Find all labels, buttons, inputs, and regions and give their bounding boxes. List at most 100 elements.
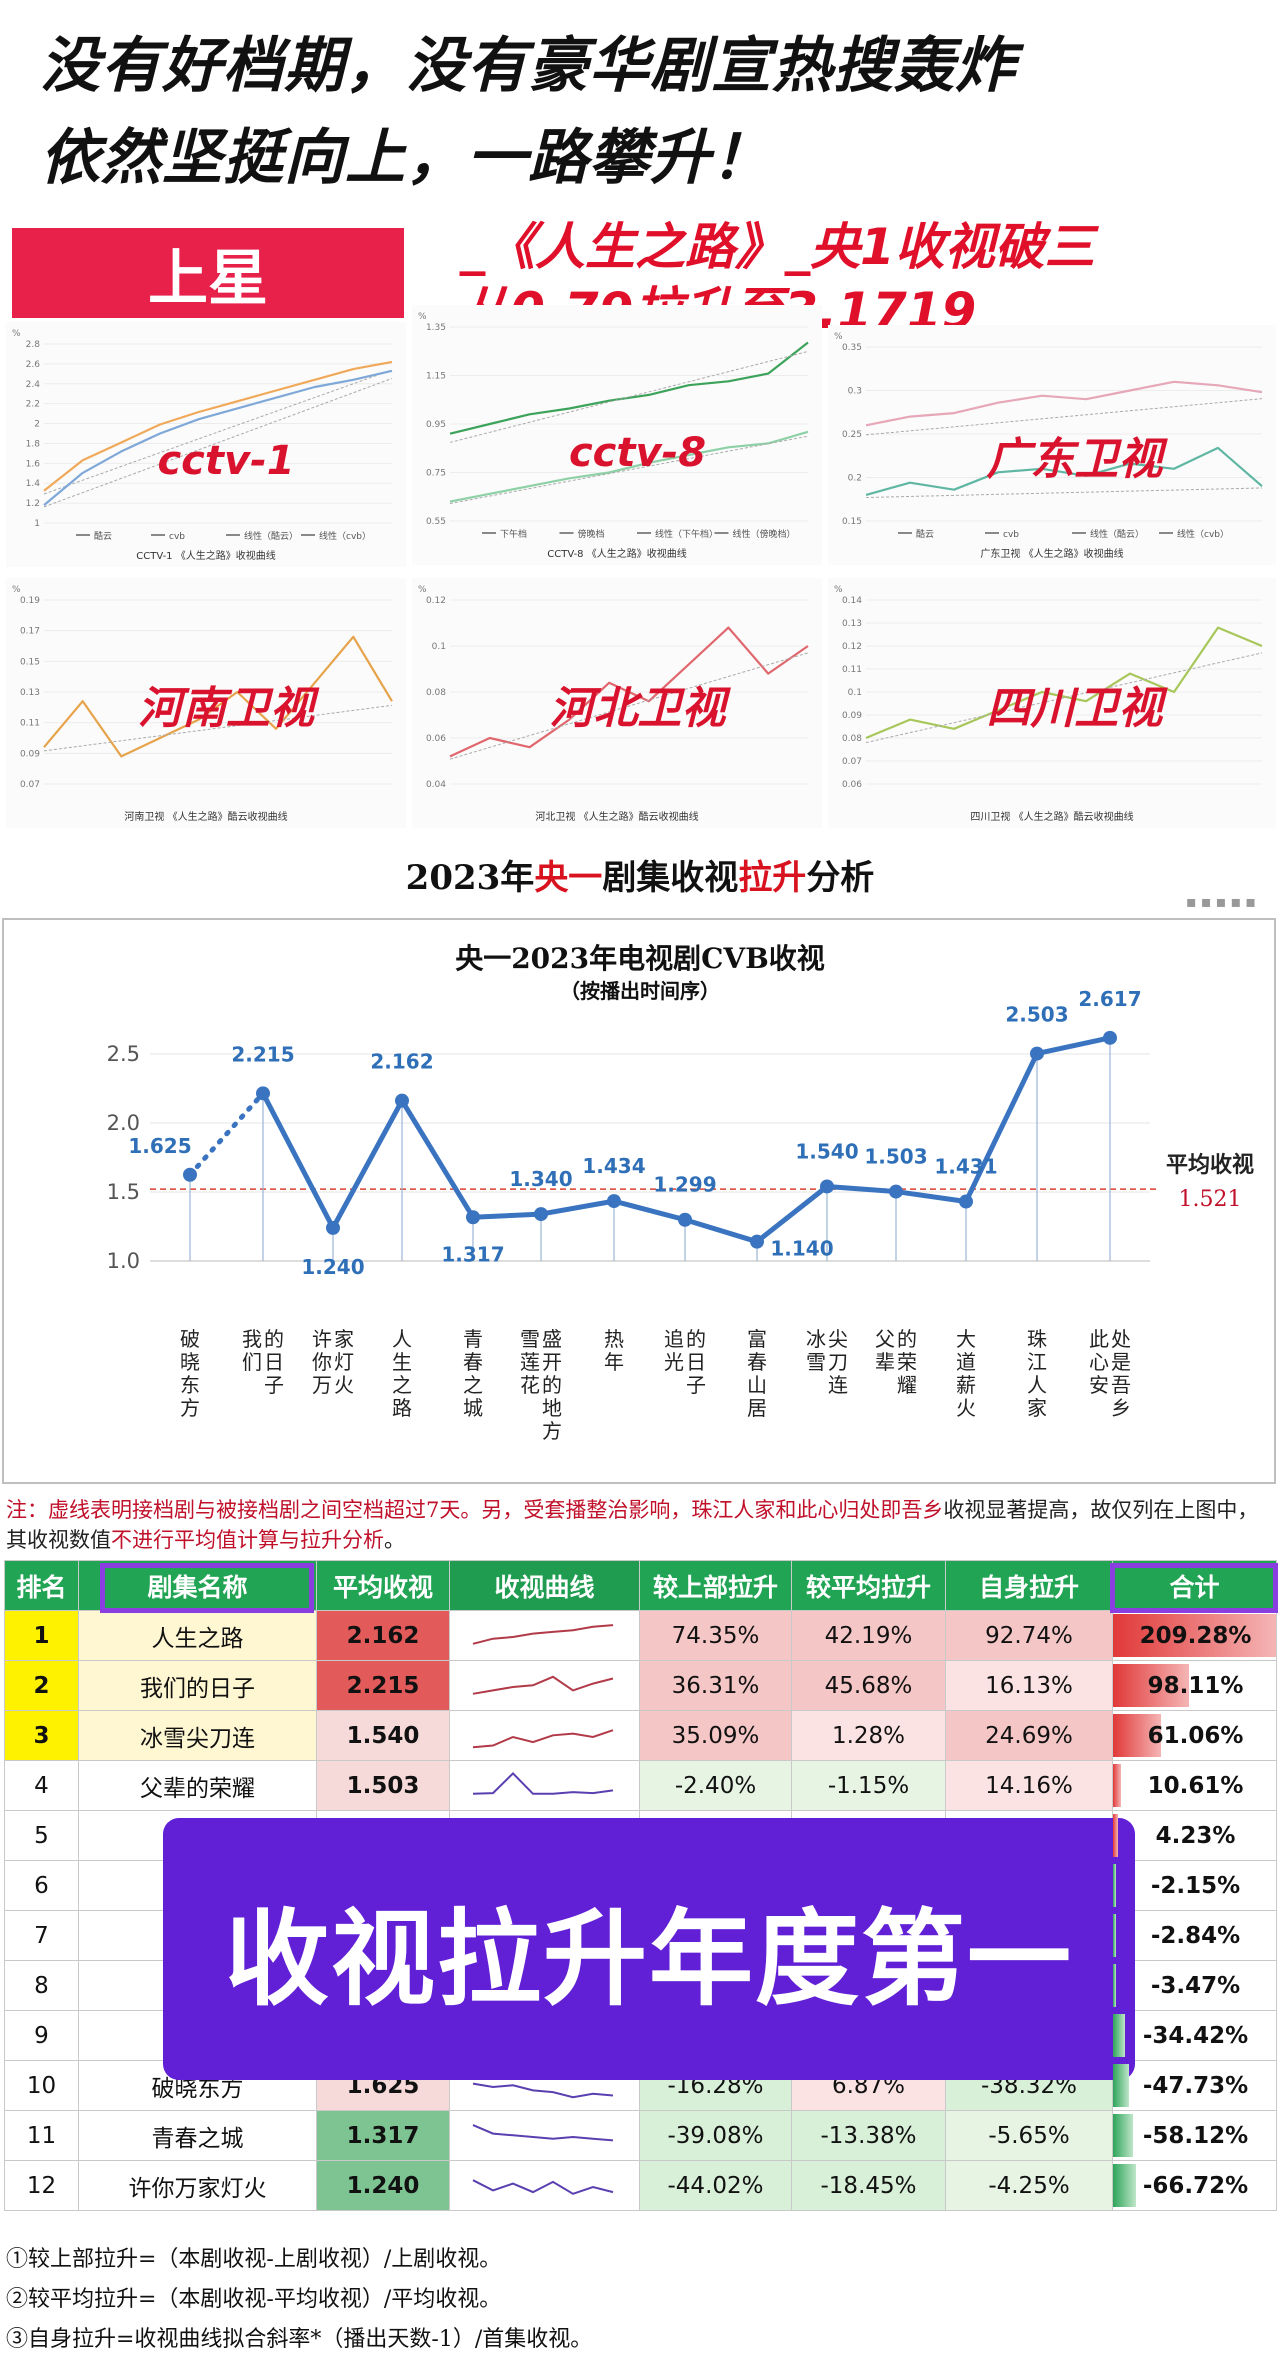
x-category-char: 辈	[875, 1350, 895, 1374]
rank-cell: 4	[4, 1760, 79, 1811]
mini-chart-label: cctv-8	[569, 430, 706, 476]
name-cell: 人生之路	[78, 1610, 317, 1661]
mini-caption: 河北卫视 《人生之路》酷云收视曲线	[535, 810, 698, 823]
data-point	[959, 1194, 973, 1209]
table-row: 10 破晓东方 1.625 -16.28% 6.87% -38.32% -47.73%	[4, 2060, 1277, 2111]
mini-chart-svg: 0.14 0.13 0.12 0.11 0.1 0.09 0.08 0.07 0.06% 四川卫视…	[828, 578, 1276, 828]
rank-cell: 10	[4, 2060, 79, 2111]
total-bar	[1113, 1864, 1117, 1907]
x-category-char: 灯	[334, 1350, 354, 1374]
sparkline	[472, 2082, 613, 2098]
x-category-char: 开	[542, 1350, 562, 1374]
mini-chart-cctv1: 2.8 2.6 2.4 2.2 2 1.8 1.6 1.4 1.2 1% 酷云 cvb 线性（酷云） 线性…	[6, 322, 406, 567]
value-label: 2.503	[1005, 1003, 1068, 1027]
value-label: 1.140	[770, 1237, 833, 1261]
mini-trend-line	[865, 487, 1263, 499]
mini-ytick: 0.15	[20, 657, 40, 667]
value-label: 1.434	[582, 1154, 645, 1178]
mini-chart-svg: 0.35 0.3 0.25 0.2 0.15% 酷云 cvb 线性（酷云） 线性（cvb） 广东卫…	[828, 325, 1276, 565]
mini-chart-guangdong: 0.35 0.3 0.25 0.2 0.15% 酷云 cvb 线性（酷云） 线性（cvb） 广东卫…	[828, 325, 1276, 565]
mini-legend-item: 傍晚档	[578, 528, 605, 540]
mini-series-line	[43, 360, 393, 492]
mini-series-line	[449, 341, 809, 435]
x-category-char: 城	[463, 1396, 483, 1420]
column-header-rank: 排名	[4, 1560, 79, 1611]
sparkline-cell	[449, 1760, 640, 1811]
value-label: 1.299	[653, 1173, 716, 1197]
mini-chart-svg: 1.35 1.15 0.95 0.75 0.55% 下午档 傍晚档 线性（下午档） 线性（傍晚档…	[412, 305, 822, 565]
mean-cell: 42.19%	[791, 1610, 946, 1661]
mini-chart-label: 四川卫视	[986, 683, 1168, 734]
x-category-char: 乡	[1111, 1396, 1131, 1420]
total-bar	[1113, 2114, 1133, 2157]
total-value: -2.84%	[1150, 1922, 1241, 1949]
data-point	[466, 1210, 480, 1225]
name-cell: 青春之城	[78, 2110, 317, 2161]
column-header-name: 剧集名称	[78, 1560, 317, 1611]
prev-cell: -44.02%	[639, 2160, 792, 2211]
x-category-char: 刀	[828, 1350, 848, 1374]
mini-ytick: 1.15	[426, 372, 446, 382]
series-segment	[611, 1198, 688, 1223]
formula-3: ③自身拉升=收视曲线拟合斜率*（播出天数-1）/首集收视。	[6, 2327, 593, 2352]
mini-ytick: 0.08	[426, 688, 446, 698]
total-cell: -34.42%	[1112, 2010, 1277, 2061]
y-tick-label: 1.5	[107, 1180, 140, 1204]
mini-ytick: 0.13	[20, 688, 40, 698]
series-segment	[893, 1189, 969, 1205]
section-title-b: 央一	[534, 858, 603, 898]
mini-unit: %	[834, 585, 843, 595]
rank-cell: 3	[4, 1710, 79, 1761]
rank-cell: 7	[4, 1910, 79, 1961]
x-category-char: 追	[664, 1327, 684, 1351]
total-cell: 10.61%	[1112, 1760, 1277, 1811]
column-header-self: 自身拉升	[945, 1560, 1113, 1611]
total-value: -2.15%	[1150, 1872, 1241, 1899]
x-category-char: 尖	[828, 1327, 848, 1351]
mini-ytick: 2	[34, 420, 40, 430]
value-label: 1.625	[128, 1134, 191, 1158]
x-category-char: 万	[312, 1373, 332, 1397]
sparkline	[472, 2123, 613, 2141]
avg-cell: 2.162	[316, 1610, 450, 1661]
series-segment	[682, 1217, 760, 1245]
formula-2: ②较平均拉升=（本剧收视-平均收视）/平均收视。	[6, 2287, 502, 2312]
mini-legend-item: 酷云	[94, 530, 112, 542]
x-category-char: 年	[604, 1350, 624, 1374]
rank-cell: 1	[4, 1610, 79, 1661]
mini-ytick: 2.6	[26, 360, 41, 370]
x-category-char: 花	[520, 1373, 540, 1397]
x-category-char: 日	[686, 1350, 706, 1374]
headline-line-2: 依然坚挺向上，一路攀升！	[40, 123, 772, 193]
value-label: 1.317	[441, 1242, 504, 1266]
sparkline-cell	[449, 1660, 640, 1711]
mini-ytick: 0.17	[20, 627, 40, 637]
mini-ytick: 0.09	[20, 749, 40, 759]
sparkline-cell	[449, 2110, 640, 2161]
x-category-char: 心	[1089, 1350, 1109, 1374]
mini-legend-item: 线性（下午档）	[655, 528, 718, 540]
x-category-char: 盛	[542, 1327, 562, 1351]
mini-ytick: 0.14	[842, 596, 862, 606]
mini-series-line	[865, 446, 1263, 496]
data-point	[256, 1086, 270, 1101]
mini-trend-line	[449, 435, 809, 505]
rank-cell: 2	[4, 1660, 79, 1711]
value-label: 2.617	[1078, 987, 1141, 1011]
series-segment	[470, 1211, 544, 1220]
mini-trend-line	[865, 398, 1263, 436]
mini-series-line	[865, 380, 1263, 427]
average-value-label: 1.521	[1179, 1187, 1242, 1212]
section-title-a: 2023年	[405, 858, 535, 898]
mini-chart-svg: 2.8 2.6 2.4 2.2 2 1.8 1.6 1.4 1.2 1% 酷云 cvb 线性（酷云） 线性…	[6, 322, 406, 567]
mini-chart-henan: 0.19 0.17 0.15 0.13 0.11 0.09 0.07% 河南卫视 《人生之路》…	[6, 578, 406, 828]
x-category-char: 子	[686, 1373, 706, 1397]
sparkline	[472, 1771, 613, 1795]
value-label: 2.162	[370, 1050, 433, 1074]
data-point	[678, 1212, 692, 1227]
value-label: 1.240	[301, 1255, 364, 1279]
avg-cell: 1.503	[316, 1760, 450, 1811]
mini-unit: %	[418, 585, 427, 595]
sparkline	[472, 1675, 613, 1695]
mini-unit: %	[418, 312, 427, 322]
